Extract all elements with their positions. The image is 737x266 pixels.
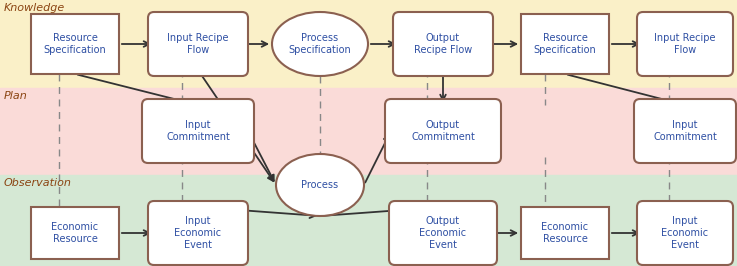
Text: Input
Commitment: Input Commitment (653, 120, 717, 142)
Bar (0, 0, 737, 88)
Text: Input Recipe
Flow: Input Recipe Flow (654, 33, 716, 55)
Ellipse shape (272, 12, 368, 76)
FancyBboxPatch shape (521, 14, 609, 74)
Text: Input
Commitment: Input Commitment (166, 120, 230, 142)
Text: Observation: Observation (4, 178, 72, 188)
Text: Resource
Specification: Resource Specification (534, 33, 596, 55)
FancyBboxPatch shape (637, 12, 733, 76)
Bar (0, 88, 737, 175)
Text: Knowledge: Knowledge (4, 3, 66, 13)
FancyBboxPatch shape (385, 99, 501, 163)
Text: Plan: Plan (4, 91, 28, 101)
FancyBboxPatch shape (148, 12, 248, 76)
FancyBboxPatch shape (521, 207, 609, 259)
Text: Output
Commitment: Output Commitment (411, 120, 475, 142)
FancyBboxPatch shape (31, 207, 119, 259)
Text: Process
Specification: Process Specification (289, 33, 352, 55)
FancyBboxPatch shape (634, 99, 736, 163)
FancyBboxPatch shape (31, 14, 119, 74)
Bar (0, 175, 737, 266)
Ellipse shape (276, 154, 364, 216)
FancyBboxPatch shape (389, 201, 497, 265)
Text: Output
Recipe Flow: Output Recipe Flow (414, 33, 472, 55)
Text: Resource
Specification: Resource Specification (43, 33, 106, 55)
FancyBboxPatch shape (393, 12, 493, 76)
Text: Input Recipe
Flow: Input Recipe Flow (167, 33, 228, 55)
Text: Output
Economic
Event: Output Economic Event (419, 217, 467, 250)
Text: Input
Economic
Event: Input Economic Event (661, 217, 708, 250)
Text: Process: Process (301, 180, 338, 190)
FancyBboxPatch shape (148, 201, 248, 265)
Text: Economic
Resource: Economic Resource (52, 222, 99, 244)
Text: Economic
Resource: Economic Resource (542, 222, 589, 244)
FancyBboxPatch shape (637, 201, 733, 265)
Text: Input
Economic
Event: Input Economic Event (175, 217, 222, 250)
FancyBboxPatch shape (142, 99, 254, 163)
